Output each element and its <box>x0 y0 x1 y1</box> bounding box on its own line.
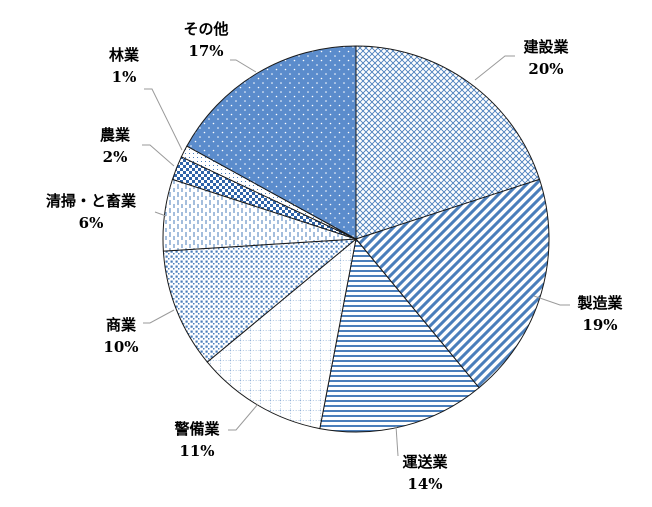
slice-category-label: 警備業 <box>173 420 220 438</box>
leader-line-3 <box>395 425 399 457</box>
pie-slice-3 <box>319 237 480 433</box>
slice-percent-label: 1% <box>112 68 137 86</box>
pie-slice-9 <box>186 45 357 240</box>
slice-category-label: 農業 <box>100 126 131 144</box>
slice-percent-label: 14% <box>407 475 442 493</box>
slice-percent-label: 10% <box>103 338 138 356</box>
slice-percent-label: 2% <box>103 148 128 166</box>
leader-line-2 <box>533 295 570 306</box>
leader-line-6 <box>154 211 167 217</box>
pie-slice-2 <box>355 178 550 389</box>
slice-category-label: 商業 <box>106 316 137 334</box>
pie-slice-1 <box>355 45 541 240</box>
pie-slice-4 <box>206 237 357 430</box>
slice-category-label: 製造業 <box>576 294 623 312</box>
slice-percent-label: 19% <box>582 316 617 334</box>
slice-category-label: 運送業 <box>402 453 448 471</box>
slice-percent-label: 6% <box>79 214 104 232</box>
pie-slices <box>162 45 550 433</box>
slice-percent-label: 17% <box>188 42 223 60</box>
leader-line-4 <box>228 403 259 431</box>
slice-category-label: その他 <box>183 20 228 38</box>
leader-line-9 <box>230 59 257 73</box>
leader-line-7 <box>142 144 175 167</box>
leader-lines <box>142 55 570 457</box>
slice-percent-label: 11% <box>179 442 214 460</box>
slice-category-label: 林業 <box>109 46 140 64</box>
leader-line-5 <box>143 309 175 324</box>
slice-category-label: 清掃・と畜業 <box>46 192 137 210</box>
leader-line-1 <box>474 55 515 81</box>
pie-slice-5 <box>162 238 358 363</box>
slice-labels: 建設業 20% 製造業 19% 運送業 14% 警備業 11% 商業 10% 清掃・と畜業 6% 農業 2… <box>46 20 624 493</box>
leader-line-8 <box>144 88 183 151</box>
slice-percent-label: 20% <box>528 60 563 78</box>
slice-category-label: 建設業 <box>523 38 569 56</box>
